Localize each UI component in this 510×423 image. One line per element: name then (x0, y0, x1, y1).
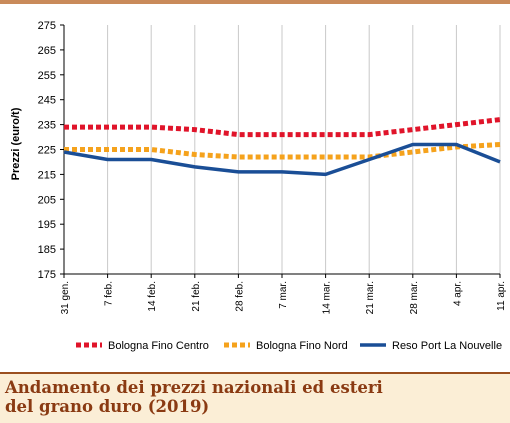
x-tick-label: 11 apr. (496, 281, 507, 311)
x-tick-label: 31 gen. (60, 281, 71, 314)
x-tick-label: 7 feb. (104, 281, 115, 306)
y-tick-label: 195 (38, 219, 56, 231)
gridlines (107, 25, 501, 274)
x-tick-label: 21 feb. (191, 281, 202, 312)
legend-label: Reso Port La Nouvelle (392, 340, 502, 352)
chart-caption: Andamento dei prezzi nazionali ed esteri… (5, 378, 383, 416)
x-tick-label: 14 mar. (322, 281, 333, 314)
y-tick-label: 265 (38, 45, 56, 57)
caption-box: Andamento dei prezzi nazionali ed esteri… (0, 372, 510, 423)
y-tick-label: 185 (38, 244, 56, 256)
legend-label: Bologna Fino Nord (256, 340, 348, 352)
y-tick-label: 275 (38, 20, 56, 32)
x-tick-label: 7 mar. (278, 281, 289, 309)
series-lines (63, 117, 501, 177)
x-tick-label: 28 mar. (409, 281, 420, 314)
legend: Bologna Fino Centro Bologna Fino Nord Reso… (76, 340, 502, 352)
x-tick-label: 28 feb. (234, 281, 245, 312)
y-tick-label: 255 (38, 70, 56, 82)
series-line (64, 117, 501, 138)
y-tick-label: 225 (38, 145, 56, 157)
legend-label: Bologna Fino Centro (108, 340, 209, 352)
series-line (63, 142, 501, 177)
y-tick-label: 205 (38, 194, 56, 206)
caption-line-2: del grano duro (2019) (5, 397, 210, 416)
y-tick-label: 235 (38, 120, 56, 132)
x-tick-label: 21 mar. (365, 281, 376, 314)
y-tick-label: 175 (38, 269, 56, 281)
price-chart: 175 185 195 205 215 225 235 245 255 265 275 31 gen… (0, 4, 510, 372)
y-tick-label: 215 (38, 169, 56, 181)
y-tick-label: 245 (38, 95, 56, 107)
chart-svg: 175 185 195 205 215 225 235 245 255 265 275 31 gen… (10, 20, 507, 352)
top-rule (0, 0, 510, 4)
x-tick-label: 14 feb. (147, 281, 158, 312)
x-tick-label: 4 apr. (452, 281, 463, 306)
x-tick-labels: 31 gen. 7 feb. 14 feb. 21 feb. 28 feb. 7 mar.… (60, 274, 507, 314)
y-tick-labels: 175 185 195 205 215 225 235 245 255 265 275 (38, 20, 64, 281)
caption-line-1: Andamento dei prezzi nazionali ed esteri (5, 378, 383, 397)
y-axis-label: Prezzi (euro/t) (10, 107, 22, 180)
series-line (64, 142, 501, 160)
